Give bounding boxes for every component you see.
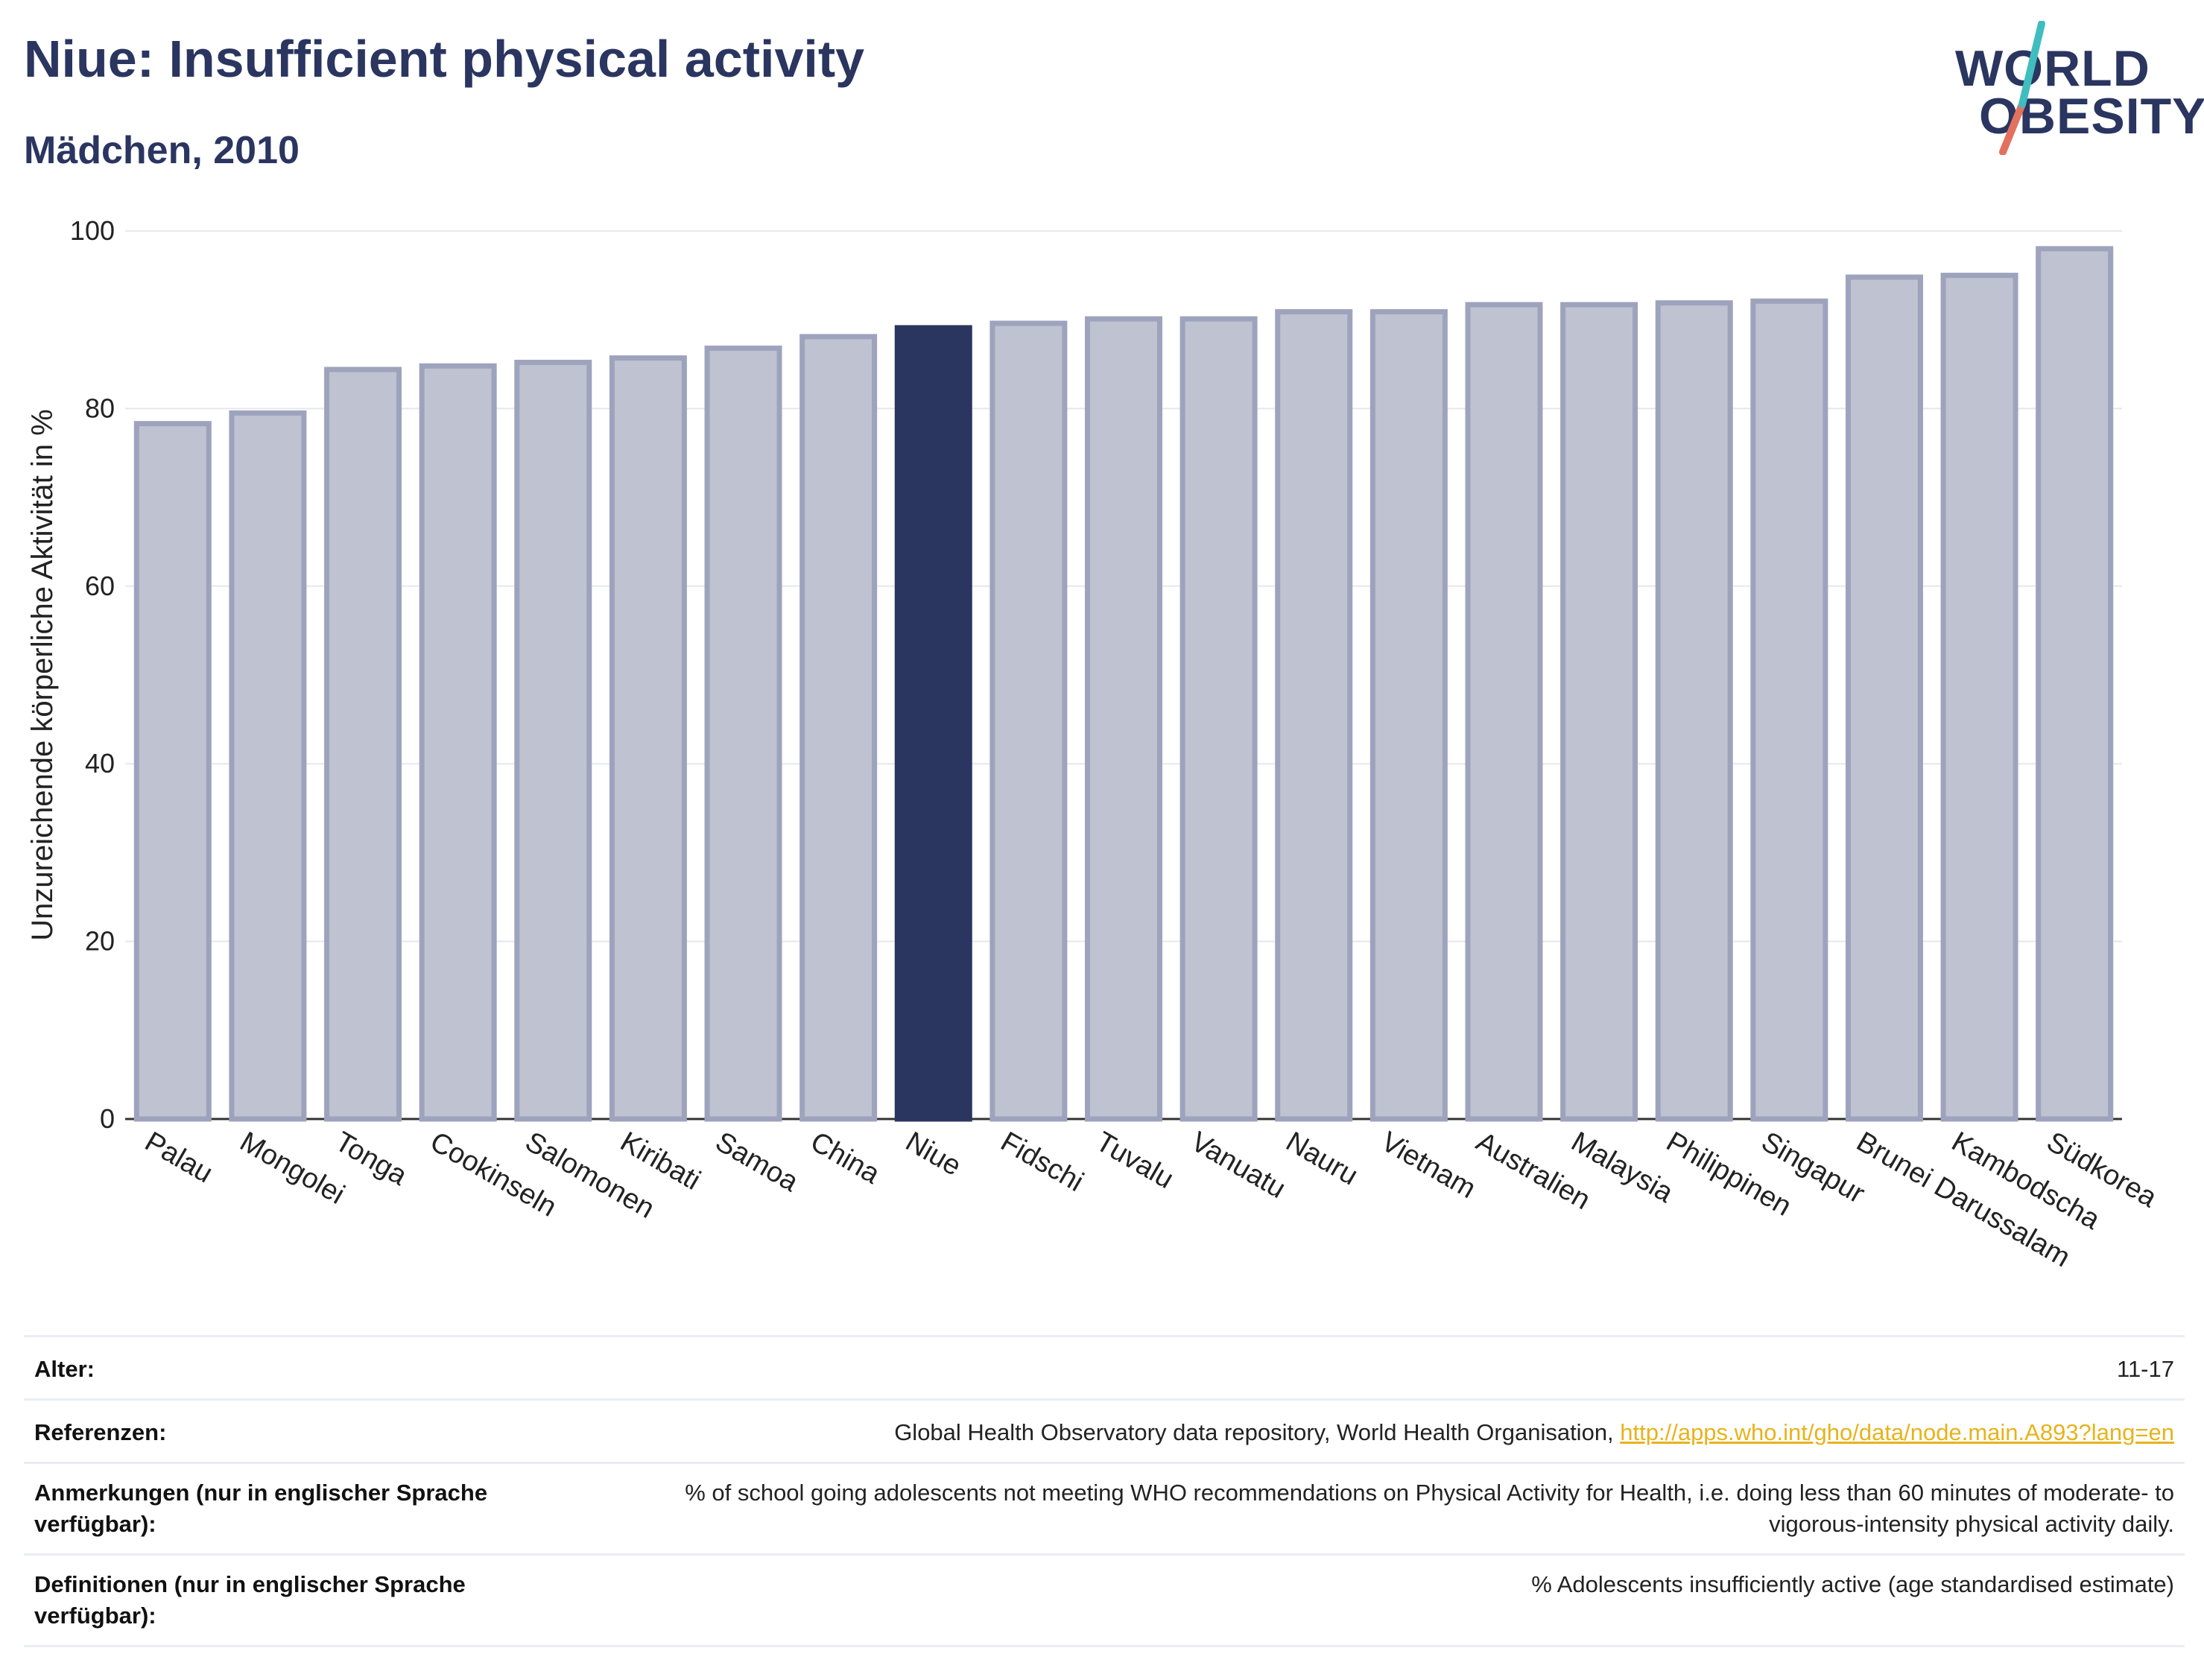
y-tick-label: 40 <box>85 748 115 779</box>
bar-china <box>799 334 878 1122</box>
bar-vanuatu <box>1179 316 1258 1122</box>
bar-tonga <box>324 367 402 1122</box>
world-obesity-logo: WORLD OBESITY <box>1945 21 2204 155</box>
bar-nauru <box>1275 308 1353 1122</box>
info-table: Alter: 11-17 Referenzen: Global Health O… <box>24 1335 2185 1647</box>
bar-palau <box>133 421 212 1122</box>
references-text: Global Health Observatory data repositor… <box>894 1419 1621 1445</box>
x-tick-label: Fidschi <box>995 1126 1089 1198</box>
x-tick-label: Vanuatu <box>1185 1126 1291 1205</box>
bar-australien <box>1465 302 1543 1122</box>
x-tick-label: Tuvalu <box>1091 1126 1179 1195</box>
references-value: Global Health Observatory data repositor… <box>560 1417 2185 1448</box>
logo-line-1: WORLD <box>1955 40 2150 97</box>
bar-mongolei <box>229 410 307 1122</box>
y-tick-label: 20 <box>85 926 115 957</box>
bar-kambodscha <box>1940 273 2018 1122</box>
bar-philippinen <box>1655 300 1733 1122</box>
y-tick-label: 60 <box>85 571 115 601</box>
x-tick-label: Vietnam <box>1375 1126 1481 1205</box>
references-label: Referenzen: <box>34 1419 167 1445</box>
chart-bars <box>133 246 2114 1122</box>
footer-row-references: Referenzen: Global Health Observatory da… <box>24 1398 2185 1462</box>
definitions-label: Definitionen (nur in englischer Sprache … <box>34 1571 466 1629</box>
age-value: 11-17 <box>2117 1356 2174 1382</box>
notes-label: Anmerkungen (nur in englischer Sprache v… <box>34 1480 488 1537</box>
bar-niue <box>894 325 972 1122</box>
x-tick-label: Mongolei <box>235 1126 350 1210</box>
y-axis-label: Unzureichende körperliche Aktivität in % <box>26 409 59 941</box>
bar-malaysia <box>1560 302 1638 1122</box>
y-tick-label: 0 <box>100 1103 115 1134</box>
y-tick-label: 80 <box>85 393 115 423</box>
y-axis-ticks: 0 20 40 60 80 100 <box>70 215 115 1134</box>
footer-row-notes: Anmerkungen (nur in englischer Sprache v… <box>24 1462 2185 1553</box>
bar-brunei-darussalam <box>1845 274 1923 1122</box>
age-label: Alter: <box>34 1356 95 1382</box>
bar-samoa <box>704 345 782 1122</box>
page-title: Niue: Insufficient physical activity <box>24 30 865 88</box>
bar-cookinseln <box>419 363 497 1122</box>
page-subtitle: Mädchen, 2010 <box>24 129 300 172</box>
footer-row-definitions: Definitionen (nur in englischer Sprache … <box>24 1553 2185 1647</box>
y-tick-label: 100 <box>70 215 115 246</box>
x-tick-label: Niue <box>900 1126 966 1182</box>
references-link[interactable]: http://apps.who.int/gho/data/node.main.A… <box>1620 1419 2174 1445</box>
bar-fidschi <box>989 320 1068 1122</box>
x-tick-label: Palau <box>139 1126 218 1189</box>
x-tick-label: Nauru <box>1281 1126 1364 1191</box>
bar-salomonen <box>514 359 592 1122</box>
bar-südkorea <box>2036 246 2114 1122</box>
bar-singapur <box>1750 298 1828 1122</box>
footer-row-age: Alter: 11-17 <box>24 1335 2185 1398</box>
bar-vietnam <box>1369 308 1448 1122</box>
x-tick-label: Samoa <box>710 1126 804 1198</box>
definitions-value: % Adolescents insufficiently active (age… <box>1531 1571 2174 1597</box>
x-tick-label: China <box>805 1126 886 1190</box>
bar-kiribati <box>609 355 687 1122</box>
logo-slash-icon <box>1999 21 2045 155</box>
notes-value: % of school going adolescents not meetin… <box>685 1480 2174 1537</box>
bar-tuvalu <box>1085 316 1162 1122</box>
